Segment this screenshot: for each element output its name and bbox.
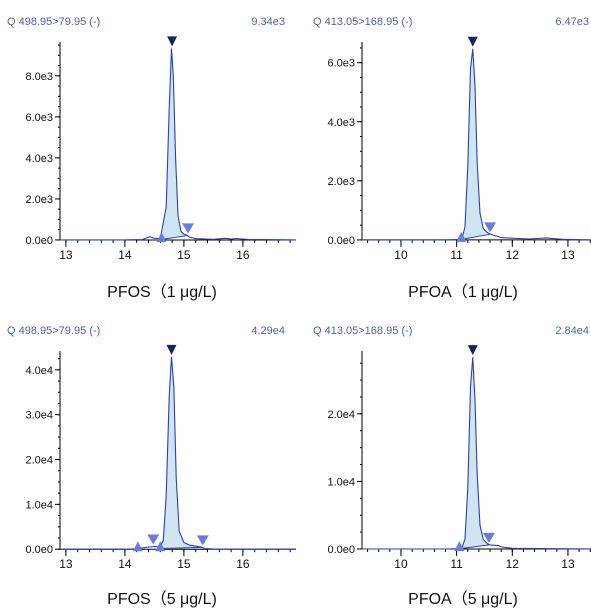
peak-end-marker	[196, 535, 209, 546]
chromatogram-panel-2: Q 413.05>168.95 (-) 6.47e3 0.0e0 2.0e3 4.0e3…	[313, 16, 591, 301]
x-tick-label: 13	[59, 557, 73, 571]
max-intensity-label: 4.29e4	[251, 325, 285, 337]
x-tick-label: 16	[236, 557, 250, 571]
channel-label: Q 413.05>168.95 (-)	[313, 16, 412, 28]
y-tick-label: 4.0e3	[327, 117, 355, 129]
channel-label: Q 498.95>79.95 (-)	[7, 325, 100, 337]
peak-end-marker	[182, 223, 195, 234]
y-tick-label: 2.0e3	[25, 194, 53, 206]
peak-apex-marker	[166, 344, 177, 355]
x-tick-label: 13	[561, 248, 575, 262]
y-tick-label: 1.0e4	[327, 476, 355, 488]
peak-end-marker	[484, 222, 497, 233]
peak-end-marker	[482, 532, 495, 543]
peak-baseline	[161, 234, 189, 241]
y-tick-label: 0.0e0	[327, 544, 355, 556]
y-tick-label: 4.0e4	[25, 365, 53, 377]
y-tick-label: 2.0e4	[327, 409, 355, 421]
channel-label: Q 498.95>79.95 (-)	[7, 16, 100, 28]
y-tick-label: 6.0e3	[25, 112, 53, 124]
y-tick-label: 6.0e3	[327, 58, 355, 70]
peak-start-marker	[156, 231, 167, 242]
y-tick-label: 1.0e4	[25, 499, 53, 511]
max-intensity-label: 2.84e4	[555, 325, 589, 337]
y-tick-label: 0.0e0	[25, 544, 53, 556]
peak-start-marker	[132, 541, 143, 552]
peak-apex-marker	[167, 36, 178, 47]
channel-label: Q 413.05>168.95 (-)	[313, 325, 412, 337]
peak-baseline	[460, 233, 491, 240]
x-tick-label: 13	[561, 557, 575, 571]
y-tick-label: 2.0e4	[25, 455, 53, 467]
x-tick-label: 11	[450, 248, 463, 262]
x-tick-label: 16	[236, 248, 250, 262]
panel-caption: PFOS（1 μg/L)	[107, 283, 217, 301]
x-tick-label: 10	[394, 557, 408, 571]
x-tick-label: 15	[177, 248, 191, 262]
panel-caption: PFOA（1 μg/L)	[408, 283, 518, 301]
x-tick-label: 13	[59, 248, 73, 262]
x-tick-label: 15	[177, 557, 191, 571]
y-tick-label: 2.0e3	[327, 176, 355, 188]
peak-area	[459, 357, 489, 549]
y-tick-label: 4.0e3	[25, 153, 53, 165]
peak-start-marker	[454, 540, 465, 551]
peak-apex-marker	[467, 36, 478, 47]
peak-start-marker	[155, 541, 166, 552]
chromatogram-panel-4: Q 413.05>168.95 (-) 2.84e4 0.0e0 1.0e4 2.0e4…	[313, 325, 591, 608]
panel-caption: PFOA（5 μg/L)	[408, 590, 518, 608]
peak-baseline	[160, 546, 203, 550]
peak-area	[461, 48, 490, 240]
y-tick-label: 3.0e4	[25, 410, 53, 422]
peak-start-marker	[456, 231, 467, 242]
x-tick-label: 10	[394, 248, 408, 262]
x-tick-label: 12	[506, 557, 520, 571]
peak-apex-marker	[467, 345, 478, 356]
y-tick-label: 8.0e3	[25, 71, 53, 83]
x-tick-label: 11	[450, 557, 463, 571]
max-intensity-label: 9.34e3	[251, 16, 285, 28]
x-tick-label: 12	[506, 248, 520, 262]
y-tick-label: 0.0e0	[327, 235, 355, 247]
panel-caption: PFOS（5 μg/L)	[107, 590, 217, 608]
peak-area	[160, 356, 203, 549]
y-tick-label: 0.0e0	[25, 235, 53, 247]
x-tick-label: 14	[118, 557, 132, 571]
max-intensity-label: 6.47e3	[555, 16, 589, 28]
chromatogram-trace	[60, 48, 297, 241]
chromatogram-panel-1: Q 498.95>79.95 (-) 9.34e3 0.0e0 2.0e3 4.0e3 6…	[7, 16, 297, 301]
peak-baseline	[459, 544, 489, 550]
peak-boundary-marker	[147, 534, 160, 545]
x-tick-label: 14	[118, 248, 132, 262]
chromatogram-panel-3: Q 498.95>79.95 (-) 4.29e4 0.0e0 1.0e4 2.0e4 3…	[7, 325, 297, 608]
